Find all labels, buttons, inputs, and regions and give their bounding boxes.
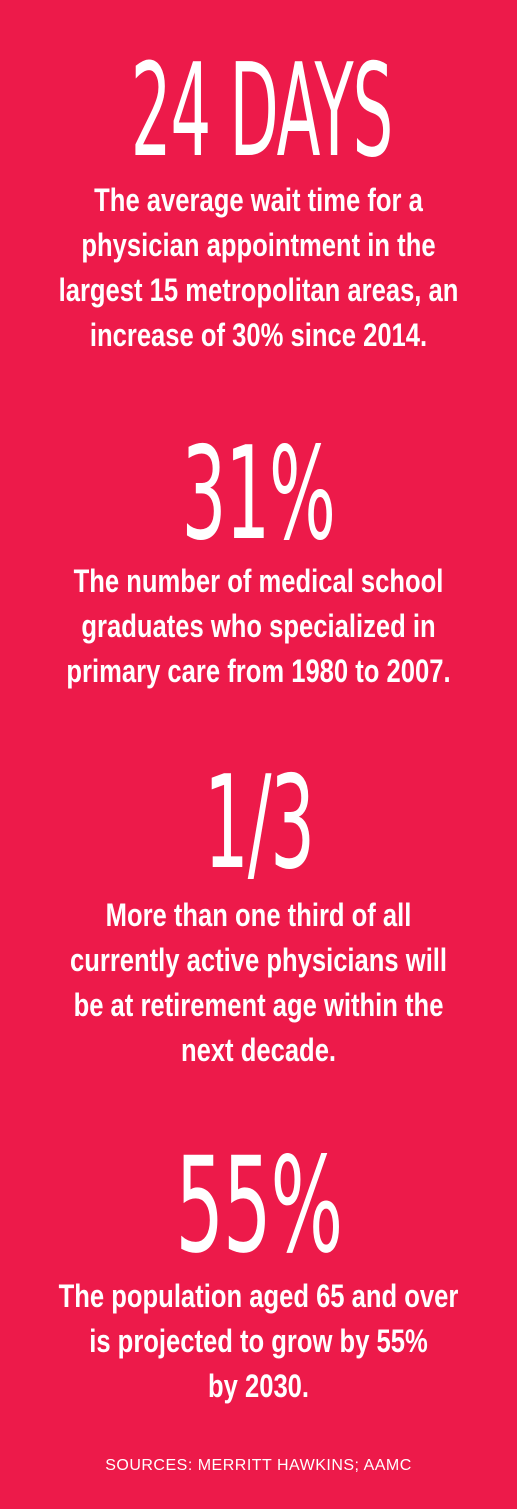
stat-3-line-1: More than one third of all: [105, 897, 412, 933]
sources-credit: SOURCES: MERRITT HAWKINS; AAMC: [105, 1457, 412, 1474]
stat-3-line-4: next decade.: [180, 1032, 337, 1068]
stat-4-line-2: is projected to grow by 55%: [89, 1323, 428, 1359]
stat-2-line-2: graduates who specialized in: [81, 608, 436, 644]
stat-1-description: The average wait time for a physician ap…: [0, 178, 517, 358]
stat-1-figure-wrap: 24 DAYS: [0, 42, 517, 182]
stat-3-figure: 1/3: [203, 749, 315, 898]
stat-1-line-1: The average wait time for a: [94, 182, 423, 218]
stat-1-line-4: increase of 30% since 2014.: [89, 317, 428, 353]
stat-1-line-2: physician appointment in the: [81, 227, 436, 263]
stat-2-figure-wrap: 31%: [0, 425, 517, 565]
stat-3-line-2: currently active physicians will: [69, 942, 448, 978]
stat-1-figure: 24 DAYS: [130, 37, 393, 186]
stat-2-line-3: primary care from 1980 to 2007.: [66, 653, 451, 689]
stat-4-description: The population aged 65 and over is proje…: [0, 1274, 517, 1409]
stat-3-line-3: be at retirement age within the: [73, 987, 444, 1023]
stat-4-line-1: The population aged 65 and over: [58, 1278, 459, 1314]
stat-2-line-1: The number of medical school: [73, 563, 444, 599]
stat-2-description: The number of medical school graduates w…: [0, 559, 517, 694]
stat-4-line-3: by 2030.: [207, 1368, 310, 1404]
stat-4-figure-wrap: 55%: [0, 1136, 517, 1276]
stat-1-line-3: largest 15 metropolitan areas, an: [58, 272, 459, 308]
stat-3-description: More than one third of all currently act…: [0, 893, 517, 1073]
stat-4-figure: 55%: [175, 1129, 343, 1283]
stat-2-figure: 31%: [181, 420, 336, 569]
stat-3-figure-wrap: 1/3: [0, 754, 517, 894]
